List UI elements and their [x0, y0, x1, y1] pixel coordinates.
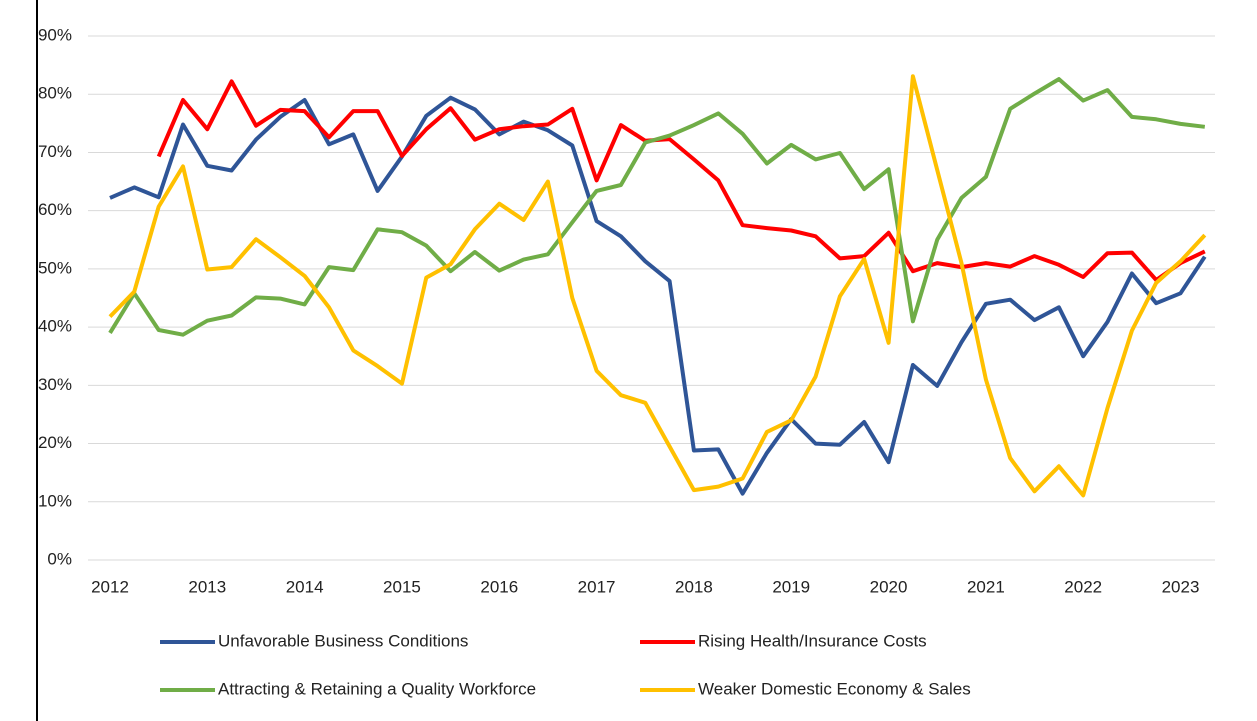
chart-frame: [36, 0, 1257, 721]
y-tick-label: 90%: [38, 25, 72, 44]
legend-label: Attracting & Retaining a Quality Workfor…: [218, 679, 536, 698]
x-tick-label: 2023: [1162, 577, 1200, 596]
x-tick-label: 2021: [967, 577, 1005, 596]
series-line: [109, 95, 1207, 496]
x-tick-label: 2014: [286, 577, 324, 596]
y-tick-label: 10%: [38, 491, 72, 510]
x-tick-label: 2013: [188, 577, 226, 596]
x-tick-label: 2020: [870, 577, 908, 596]
legend-label: Rising Health/Insurance Costs: [698, 631, 927, 650]
y-tick-label: 60%: [38, 200, 72, 219]
x-tick-label: 2016: [480, 577, 518, 596]
x-tick-label: 2017: [578, 577, 616, 596]
y-tick-label: 0%: [47, 549, 72, 568]
y-tick-label: 30%: [38, 375, 72, 394]
x-tick-label: 2019: [772, 577, 810, 596]
x-tick-label: 2015: [383, 577, 421, 596]
y-tick-label: 80%: [38, 84, 72, 103]
y-tick-label: 70%: [38, 142, 72, 161]
legend-label: Weaker Domestic Economy & Sales: [698, 679, 971, 698]
series-line: [108, 77, 1206, 337]
x-tick-label: 2012: [91, 577, 129, 596]
y-tick-label: 50%: [38, 258, 72, 277]
x-tick-label: 2022: [1064, 577, 1102, 596]
x-tick-label: 2018: [675, 577, 713, 596]
series-line: [156, 79, 1206, 282]
legend-label: Unfavorable Business Conditions: [218, 631, 468, 650]
series-line: [108, 74, 1207, 498]
y-tick-label: 20%: [38, 433, 72, 452]
y-tick-label: 40%: [38, 317, 72, 336]
